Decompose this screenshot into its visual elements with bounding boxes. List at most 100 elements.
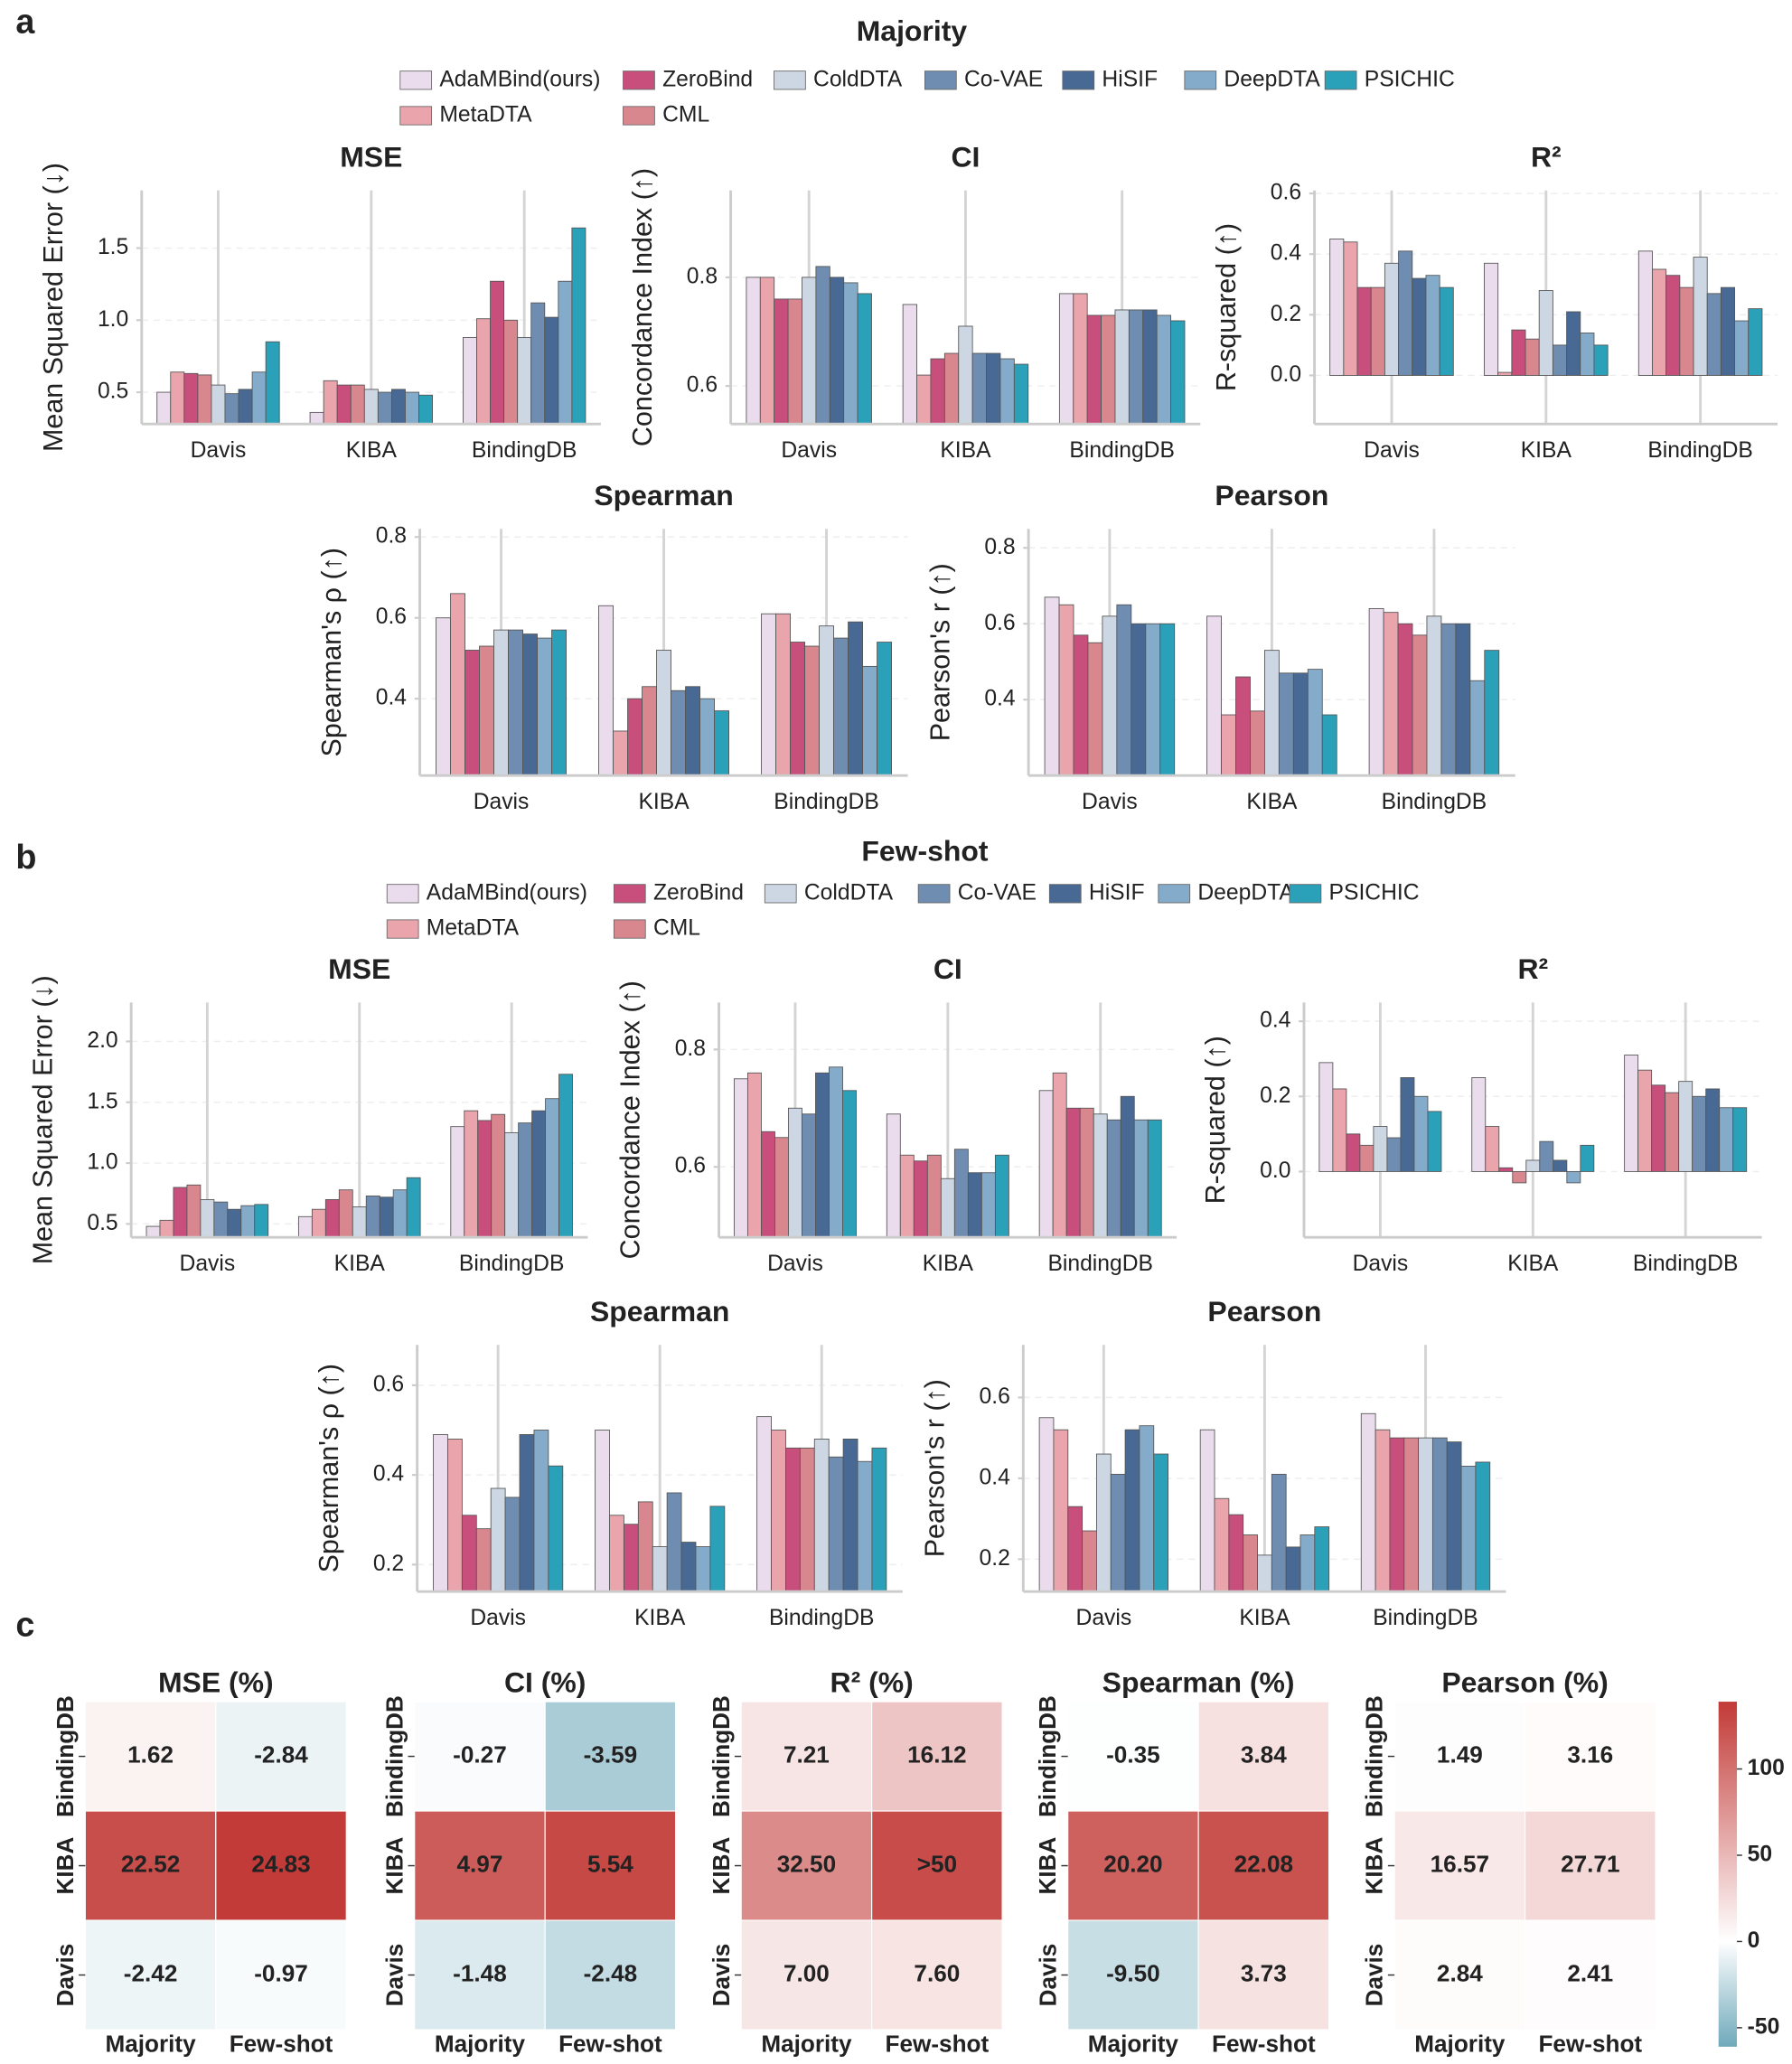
heatmap-cell [84, 1919, 217, 2031]
bar [760, 1131, 775, 1238]
bar [159, 1219, 174, 1238]
cell-label: 3.73 [1241, 1959, 1287, 1986]
y-tick-label: KIBA [52, 1836, 79, 1894]
heatmap-title: Pearson (%) [1441, 1666, 1608, 1699]
bar [1511, 329, 1526, 376]
bar [1065, 1107, 1081, 1238]
x-tick-label: BindingDB [459, 1252, 565, 1276]
bar [815, 266, 830, 425]
legend-swatch [623, 106, 655, 126]
x-tick-label: BindingDB [1069, 438, 1175, 463]
bar [1343, 241, 1358, 376]
y-axis-label: Pearson's r (↑) [924, 563, 955, 741]
bar [967, 1172, 982, 1238]
bar [503, 319, 519, 425]
y-tick-label: 0.6 [373, 1372, 404, 1396]
section-title: Majority [857, 14, 968, 47]
x-tick-label: Few-shot [1212, 2030, 1316, 2057]
legend-label: ZeroBind [662, 67, 753, 91]
y-axis-label: Pearson's r (↑) [920, 1379, 951, 1557]
colorbar-tick-label: -50 [1748, 2014, 1780, 2039]
bar [392, 1189, 408, 1238]
y-tick-label: Davis [1361, 1944, 1388, 2007]
legend-swatch [1158, 884, 1191, 904]
bar [833, 637, 849, 776]
bar [598, 605, 614, 776]
bar [1087, 642, 1103, 776]
x-tick-label: Davis [470, 1606, 526, 1630]
x-tick-label: KIBA [346, 438, 398, 463]
y-tick-label: BindingDB [1361, 1695, 1388, 1817]
heatmap-cell [1067, 1701, 1199, 1812]
y-axis-label: Mean Squared Error (↓) [27, 975, 58, 1264]
y-tick-label: Davis [52, 1944, 79, 2007]
heatmap-cell [215, 1810, 347, 1921]
bar [999, 358, 1015, 425]
bar [297, 1215, 313, 1238]
bar [475, 1528, 492, 1592]
heatmap-cell [1197, 1701, 1330, 1812]
bar [1580, 1144, 1595, 1172]
bar [1082, 1530, 1097, 1592]
bar [1243, 1534, 1258, 1592]
bar [156, 391, 172, 425]
bar [1058, 293, 1074, 425]
bar [311, 1208, 326, 1238]
y-tick-label: 0.4 [1271, 241, 1301, 266]
heatmap-cell [414, 1919, 546, 2031]
bar [464, 650, 480, 776]
x-tick-label: KIBA [1239, 1606, 1290, 1630]
cell-label: 16.12 [907, 1740, 966, 1768]
bar [1044, 596, 1060, 776]
bar [1346, 1133, 1361, 1172]
legend-swatch [613, 919, 646, 939]
bar [1446, 1441, 1462, 1592]
chart-title: Pearson [1207, 1295, 1321, 1328]
bar [1539, 1140, 1554, 1172]
colorbar-tick-label: 100 [1748, 1756, 1785, 1780]
cell-label: 2.41 [1567, 1959, 1613, 1986]
cell-label: 24.83 [251, 1850, 310, 1877]
bar [1469, 680, 1486, 776]
bar [1206, 615, 1222, 776]
bar [571, 227, 586, 425]
bar [365, 1195, 380, 1238]
bar [656, 650, 671, 776]
bar [1706, 293, 1722, 376]
bar [695, 1546, 711, 1592]
bar [1400, 1077, 1415, 1172]
x-tick-label: Few-shot [230, 2030, 333, 2057]
bar [595, 1430, 610, 1592]
cell-label: -0.27 [453, 1740, 507, 1768]
bar [613, 730, 628, 776]
bar [829, 1066, 843, 1238]
y-tick-label: KIBA [1361, 1836, 1388, 1894]
legend-swatch [399, 70, 433, 90]
bar [265, 341, 280, 425]
bar [1386, 1137, 1402, 1172]
bar [1720, 286, 1736, 376]
bar [324, 1199, 340, 1238]
x-tick-label: Davis [1082, 790, 1138, 814]
bar [224, 393, 239, 425]
bar [1329, 239, 1345, 376]
bar [1318, 1062, 1334, 1172]
heatmap-cell [1393, 1810, 1526, 1921]
bar [463, 337, 477, 425]
x-tick-label: BindingDB [1373, 1606, 1478, 1630]
bar [406, 1177, 421, 1238]
x-tick-label: BindingDB [774, 790, 879, 814]
y-tick-label: Davis [380, 1944, 408, 2007]
colorbar-tick-label: 50 [1748, 1842, 1772, 1866]
bar [1431, 1437, 1448, 1592]
bar [1285, 1546, 1301, 1592]
panel-label: b [15, 838, 36, 876]
bar [1278, 672, 1294, 776]
legend-label: ZeroBind [653, 880, 744, 905]
bar [829, 277, 845, 425]
legend-swatch [613, 884, 646, 904]
bar [1368, 608, 1384, 776]
bar [338, 1189, 353, 1238]
cell-label: 2.84 [1437, 1959, 1483, 1986]
legend-swatch [1289, 884, 1322, 904]
